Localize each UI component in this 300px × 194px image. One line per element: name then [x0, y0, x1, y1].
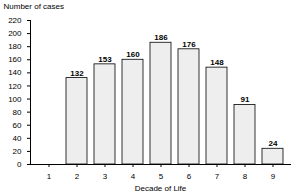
svg-text:3: 3 [103, 172, 108, 181]
svg-text:7: 7 [215, 172, 220, 181]
svg-text:180: 180 [8, 42, 22, 51]
svg-text:Decade of Life: Decade of Life [135, 184, 187, 193]
svg-text:6: 6 [187, 172, 192, 181]
svg-text:220: 220 [8, 16, 22, 25]
svg-text:60: 60 [13, 121, 22, 130]
svg-text:148: 148 [210, 58, 224, 67]
svg-text:91: 91 [241, 95, 250, 104]
svg-text:24: 24 [269, 139, 278, 148]
svg-text:132: 132 [70, 69, 84, 78]
svg-text:40: 40 [13, 134, 22, 143]
svg-text:200: 200 [8, 29, 22, 38]
svg-text:80: 80 [13, 108, 22, 117]
svg-text:160: 160 [126, 50, 140, 59]
svg-text:Number of cases: Number of cases [4, 2, 64, 11]
svg-text:1: 1 [47, 172, 52, 181]
svg-text:100: 100 [8, 95, 22, 104]
svg-text:2: 2 [75, 172, 80, 181]
svg-text:160: 160 [8, 55, 22, 64]
svg-text:186: 186 [154, 33, 168, 42]
svg-text:153: 153 [98, 55, 112, 64]
svg-text:120: 120 [8, 82, 22, 91]
svg-text:0: 0 [17, 160, 22, 169]
svg-text:20: 20 [13, 147, 22, 156]
svg-text:9: 9 [271, 172, 276, 181]
svg-text:140: 140 [8, 68, 22, 77]
svg-text:4: 4 [131, 172, 136, 181]
svg-text:176: 176 [182, 40, 196, 49]
svg-text:8: 8 [243, 172, 248, 181]
svg-text:5: 5 [159, 172, 164, 181]
